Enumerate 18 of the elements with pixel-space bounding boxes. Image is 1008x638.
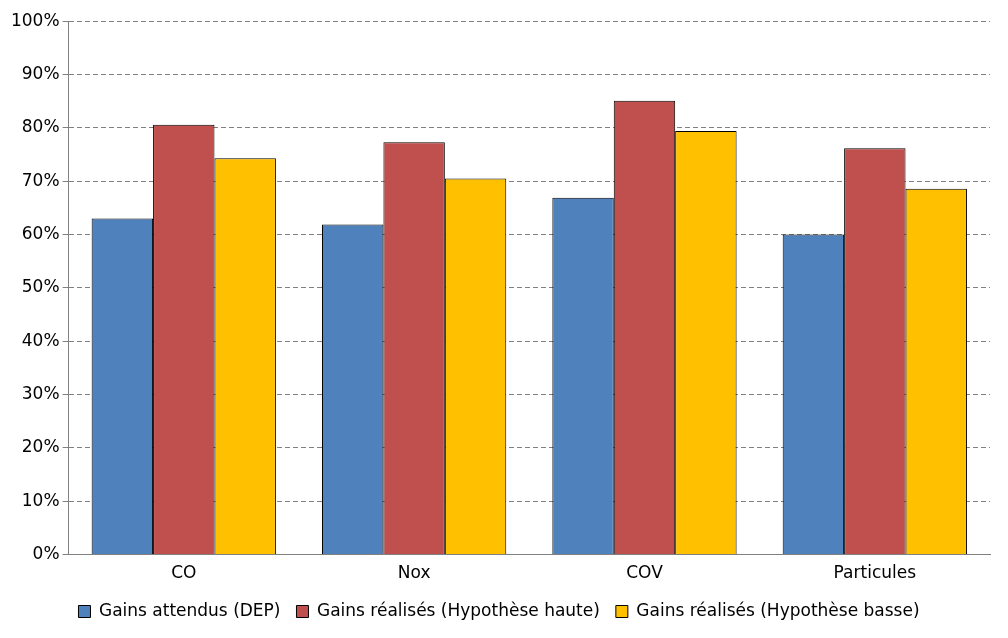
y-tick-label: 10% [21, 489, 60, 510]
y-tick-label: 50% [21, 276, 60, 297]
y-tick-label: 80% [21, 116, 60, 137]
y-tick-label: 30% [21, 383, 60, 403]
y-tick-label: 90% [21, 62, 60, 83]
y-tick-label: 0% [32, 543, 60, 564]
y-tick-label: 20% [21, 436, 60, 457]
y-tick-label: 60% [21, 222, 60, 243]
x-tick-label: CO [171, 562, 197, 583]
legend-label: Gains réalisés (Hypothèse haute) [316, 599, 600, 620]
y-tick-label: 40% [21, 329, 60, 350]
legend-label: Gains attendus (DEP) [98, 599, 281, 620]
y-tick-label: 100% [10, 9, 60, 30]
x-tick-label: Particules [833, 562, 917, 583]
legend-label: Gains réalisés (Hypothèse basse) [636, 599, 920, 620]
x-tick-label: COV [626, 562, 664, 583]
y-tick-label: 70% [21, 169, 60, 190]
x-tick-label: Nox [397, 562, 431, 583]
